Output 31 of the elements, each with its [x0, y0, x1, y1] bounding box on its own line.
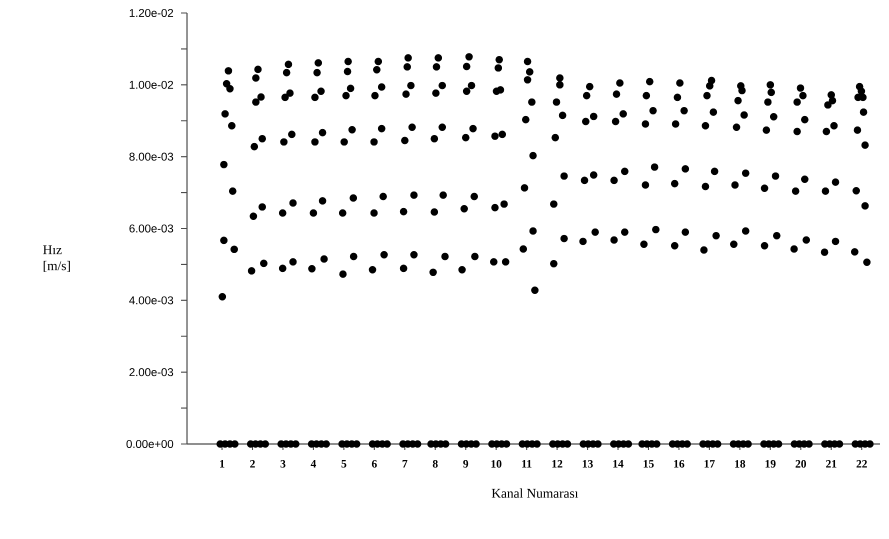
y-tick-label: 0.00e+00 [126, 440, 174, 448]
x-axis-title: Kanal Numarası [492, 488, 578, 498]
y-tick-label: 6.00e-03 [129, 224, 174, 232]
x-tick-label: 18 [735, 460, 746, 468]
y-tick-label: 2.00e-03 [129, 368, 174, 376]
x-tick-label: 17 [704, 460, 715, 468]
x-tick-label: 20 [796, 460, 806, 468]
x-tick-label: 14 [613, 460, 624, 468]
x-tick-label: 3 [280, 460, 286, 468]
x-tick-label: 2 [250, 460, 255, 468]
x-tick-label: 15 [644, 460, 654, 468]
x-tick-label: 5 [342, 460, 346, 468]
x-tick-label: 21 [826, 460, 836, 468]
y-tick-label: 1.20e-02 [130, 8, 174, 17]
x-tick-label: 12 [552, 460, 562, 468]
y-tick-label: 4.00e-03 [129, 296, 174, 304]
x-tick-label: 6 [372, 460, 377, 468]
y-axis-title: Hız [m/s] [43, 245, 70, 272]
x-tick-label: 16 [674, 460, 684, 468]
x-tick-label: 9 [463, 460, 468, 468]
x-tick-label: 13 [582, 460, 593, 468]
y-tick-label: 8.00e-03 [129, 152, 174, 161]
x-tick-label: 11 [522, 460, 532, 468]
x-tick-label: 7 [402, 460, 408, 468]
x-tick-label: 22 [856, 460, 867, 468]
x-tick-label: 4 [310, 460, 316, 468]
y-tick-label: 1.00e-02 [130, 80, 174, 89]
x-tick-label: 8 [432, 460, 438, 468]
x-tick-label: 10 [491, 460, 502, 468]
x-tick-label: 1 [220, 460, 224, 468]
x-tick-label: 19 [766, 460, 776, 468]
